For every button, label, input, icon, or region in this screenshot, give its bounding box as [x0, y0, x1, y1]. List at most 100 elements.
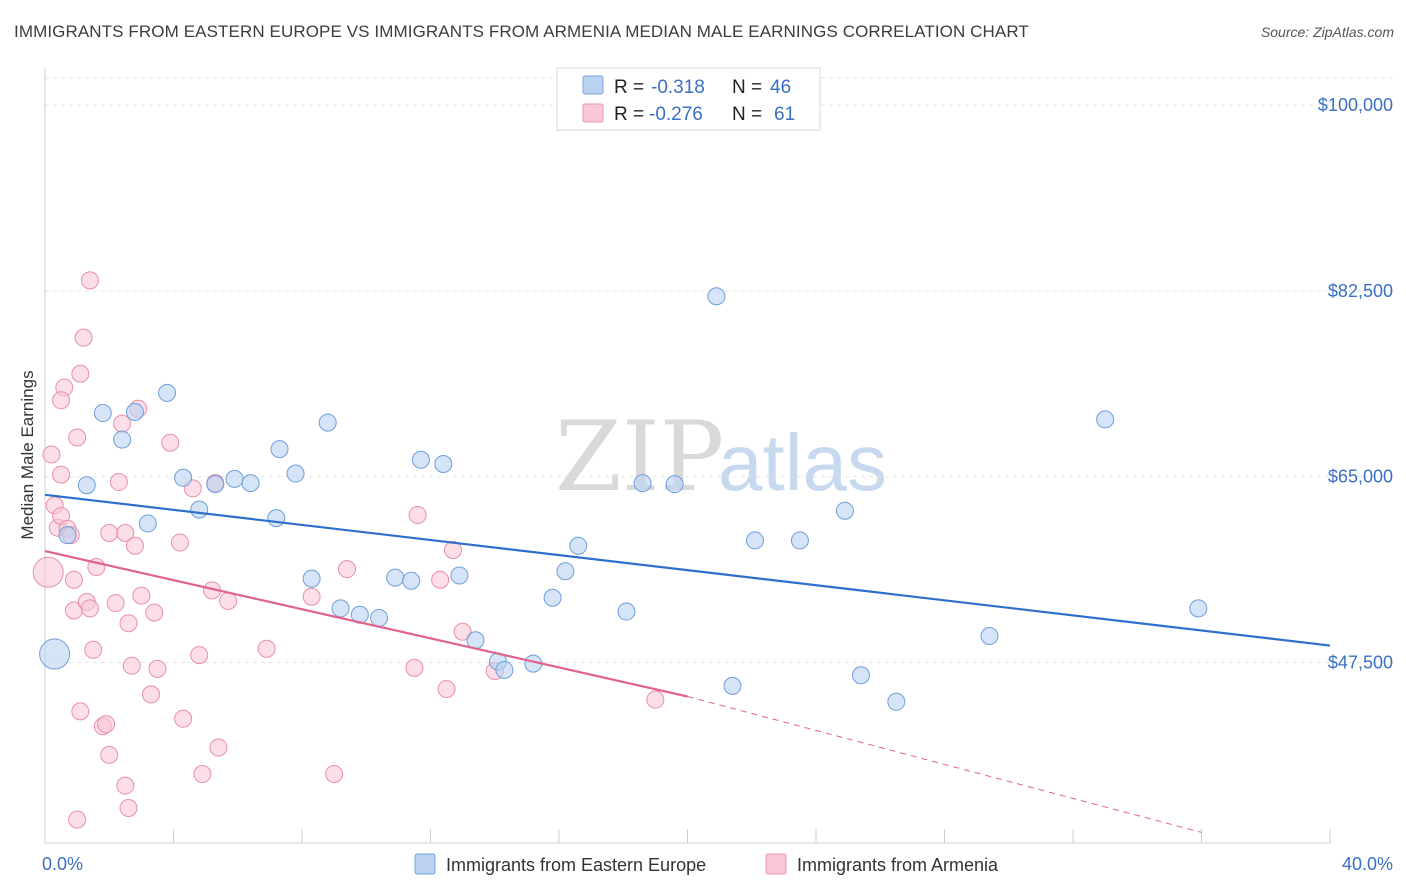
- series-legend-swatch-armenia: [765, 853, 787, 875]
- armenia-point: [174, 709, 193, 728]
- watermark-atlas: atlas: [718, 418, 887, 507]
- legend-swatch-eastern-europe: [582, 75, 604, 95]
- series-eastern-europe-points: [39, 287, 1208, 711]
- series-legend-label-armenia: Immigrants from Armenia: [797, 855, 999, 875]
- eastern-europe-point: [1189, 599, 1208, 618]
- series-legend: Immigrants from Eastern Europe Immigrant…: [414, 853, 999, 875]
- armenia-point: [71, 702, 90, 721]
- eastern-europe-point: [77, 476, 96, 495]
- armenia-point: [80, 271, 99, 290]
- armenia-point: [161, 433, 180, 452]
- eastern-europe-point: [58, 526, 77, 545]
- armenia-point: [71, 364, 90, 383]
- eastern-europe-point: [495, 660, 514, 679]
- armenia-point: [52, 391, 71, 410]
- eastern-europe-point: [174, 468, 193, 487]
- armenia-point: [84, 640, 103, 659]
- eastern-europe-point: [158, 383, 177, 402]
- eastern-europe-point: [887, 692, 906, 711]
- x-axis-ticks: [44, 829, 1331, 843]
- armenia-point: [119, 614, 138, 633]
- armenia-point: [52, 465, 71, 484]
- armenia-point: [68, 810, 87, 829]
- trendline-eastern-europe: [44, 493, 1331, 647]
- eastern-europe-point: [241, 474, 260, 493]
- legend-swatch-armenia: [582, 103, 604, 123]
- armenia-point: [443, 540, 462, 559]
- armenia-point: [302, 587, 321, 606]
- legend-r-label: R =: [614, 77, 644, 98]
- armenia-point: [132, 586, 151, 605]
- legend-n-label: N =: [732, 104, 762, 125]
- eastern-europe-point: [302, 569, 321, 588]
- armenia-point: [209, 738, 228, 757]
- watermark-zip: ZIP: [555, 401, 724, 513]
- trendlines: [44, 493, 1331, 833]
- eastern-europe-point: [723, 676, 742, 695]
- eastern-europe-point: [434, 454, 453, 473]
- trendline-armenia: [44, 549, 688, 698]
- armenia-point: [80, 599, 99, 618]
- eastern-europe-point: [331, 599, 350, 618]
- armenia-point: [408, 505, 427, 524]
- legend-n-label: N =: [732, 77, 762, 98]
- armenia-point: [142, 685, 161, 704]
- eastern-europe-point: [980, 626, 999, 645]
- series-legend-swatch-eastern-europe: [414, 853, 436, 875]
- eastern-europe-point: [617, 602, 636, 621]
- eastern-europe-point: [835, 501, 854, 520]
- armenia-point: [190, 646, 209, 665]
- armenia-point: [122, 656, 141, 675]
- eastern-europe-point: [556, 562, 575, 581]
- x-tick-label: 0.0%: [42, 854, 83, 874]
- armenia-point: [431, 570, 450, 589]
- y-axis-tick-labels: $100,000 $82,500 $65,000 $47,500: [1318, 95, 1393, 672]
- series-legend-label-eastern-europe: Immigrants from Eastern Europe: [446, 855, 706, 875]
- eastern-europe-point: [125, 402, 144, 421]
- armenia-point: [257, 639, 276, 658]
- eastern-europe-point: [543, 588, 562, 607]
- armenia-point: [109, 473, 128, 492]
- eastern-europe-point: [370, 608, 389, 627]
- chart-title: IMMIGRANTS FROM EASTERN EUROPE VS IMMIGR…: [14, 22, 1029, 41]
- eastern-europe-point: [138, 514, 157, 533]
- armenia-point: [219, 591, 238, 610]
- eastern-europe-point: [1096, 410, 1115, 429]
- armenia-point: [74, 328, 93, 347]
- eastern-europe-point: [450, 566, 469, 585]
- armenia-point: [42, 445, 61, 464]
- armenia-point: [193, 764, 212, 783]
- armenia-point: [116, 776, 135, 795]
- legend-r-value-armenia: -0.276: [649, 104, 703, 125]
- eastern-europe-point: [569, 536, 588, 555]
- armenia-point: [32, 556, 64, 588]
- eastern-europe-point: [93, 404, 112, 423]
- y-tick-label: $82,500: [1328, 281, 1393, 301]
- eastern-europe-point: [790, 531, 809, 550]
- eastern-europe-point: [206, 475, 225, 494]
- armenia-point: [116, 524, 135, 542]
- eastern-europe-point: [633, 474, 652, 493]
- eastern-europe-point: [745, 531, 764, 550]
- eastern-europe-point: [225, 469, 244, 488]
- armenia-point: [453, 622, 472, 641]
- armenia-point: [337, 560, 356, 579]
- eastern-europe-point: [113, 430, 132, 449]
- armenia-point: [437, 680, 456, 699]
- eastern-europe-point: [267, 509, 286, 528]
- watermark: ZIP atlas: [555, 401, 887, 513]
- y-axis-label: Median Male Earnings: [18, 370, 37, 539]
- armenia-point: [125, 536, 144, 555]
- eastern-europe-point: [665, 475, 684, 494]
- eastern-europe-point: [851, 666, 870, 685]
- stats-legend: R = -0.318 N = 46 R = -0.276 N = 61: [556, 67, 821, 131]
- legend-n-value-eastern-europe: 46: [770, 77, 791, 98]
- trendline-armenia-extrapolated: [687, 696, 1202, 833]
- armenia-point: [148, 659, 167, 678]
- eastern-europe-point: [318, 413, 337, 432]
- eastern-europe-point: [286, 464, 305, 483]
- armenia-point: [119, 798, 138, 817]
- armenia-point: [325, 764, 344, 783]
- armenia-point: [68, 428, 87, 447]
